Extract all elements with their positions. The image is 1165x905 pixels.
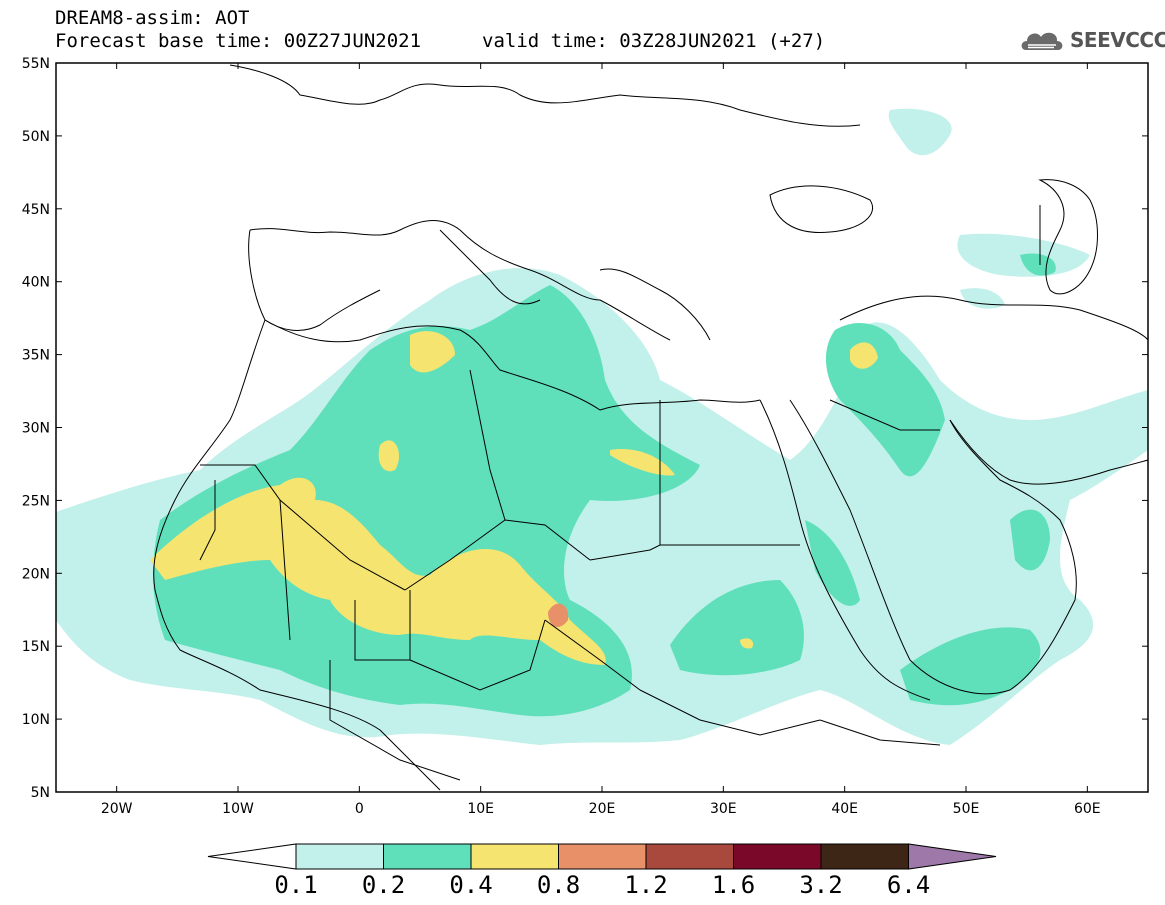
lat-tick-label: 10N (22, 712, 50, 728)
colorbar-over-arrow (908, 843, 997, 870)
lat-tick-label: 40N (22, 275, 50, 291)
lat-tick-label: 45N (22, 202, 50, 218)
lon-tick-label: 20W (101, 801, 133, 817)
colorbar-label: 3.2 (799, 871, 842, 899)
colorbar-label: 0.4 (449, 871, 492, 899)
lat-tick-label: 15N (22, 639, 50, 655)
colorbar-segment (820, 843, 909, 870)
seevccc-logo: SEEVCCC (1018, 24, 1165, 56)
colorbar-segment (733, 843, 822, 870)
colorbar-label: 0.1 (274, 871, 317, 899)
lat-tick-label: 20N (22, 566, 50, 582)
coastlines (153, 64, 1149, 791)
colorbar-segment (470, 843, 559, 870)
lon-tick-label: 40E (831, 801, 858, 817)
colorbar-label: 6.4 (887, 871, 930, 899)
map-axes: 20W 10W 0 10E 20E 30E 40E 50E 60E 55N 50N 45N 40N 35N… (22, 56, 1148, 817)
colorbar-label: 0.2 (362, 871, 405, 899)
colorbar-segment (558, 843, 647, 870)
lon-tick-label: 50E (953, 801, 980, 817)
lat-tick-label: 55N (22, 56, 50, 72)
lat-tick-label: 5N (31, 785, 50, 801)
colorbar-segment (645, 843, 734, 870)
lat-tick-label: 25N (22, 493, 50, 509)
valid-time: valid time: 03Z28JUN2021 (+27) (482, 30, 826, 52)
lon-tick-label: 60E (1074, 801, 1101, 817)
logo-text: SEEVCCC (1070, 28, 1165, 52)
lat-tick-label: 30N (22, 421, 50, 437)
lon-tick-label: 30E (710, 801, 737, 817)
colorbar-label: 1.6 (712, 871, 755, 899)
lon-tick-label: 0 (355, 801, 364, 817)
colorbar-label: 0.8 (537, 871, 580, 899)
lon-tick-label: 10W (222, 801, 254, 817)
colorbar-segment (383, 843, 472, 870)
lon-tick-label: 20E (589, 801, 616, 817)
cloud-icon (1021, 32, 1063, 50)
forecast-base-time: Forecast base time: 00Z27JUN2021 (55, 30, 422, 52)
map-title: DREAM8-assim: AOT (55, 7, 250, 29)
colorbar-label: 1.2 (624, 871, 667, 899)
lat-tick-label: 50N (22, 129, 50, 145)
colorbar: 0.1 0.2 0.4 0.8 1.2 1.6 3.2 6.4 (207, 843, 997, 899)
colorbar-under-arrow (207, 843, 297, 870)
lat-tick-label: 35N (22, 348, 50, 364)
lon-tick-label: 10E (467, 801, 494, 817)
aot-field (56, 108, 1148, 745)
colorbar-segment (295, 843, 384, 870)
